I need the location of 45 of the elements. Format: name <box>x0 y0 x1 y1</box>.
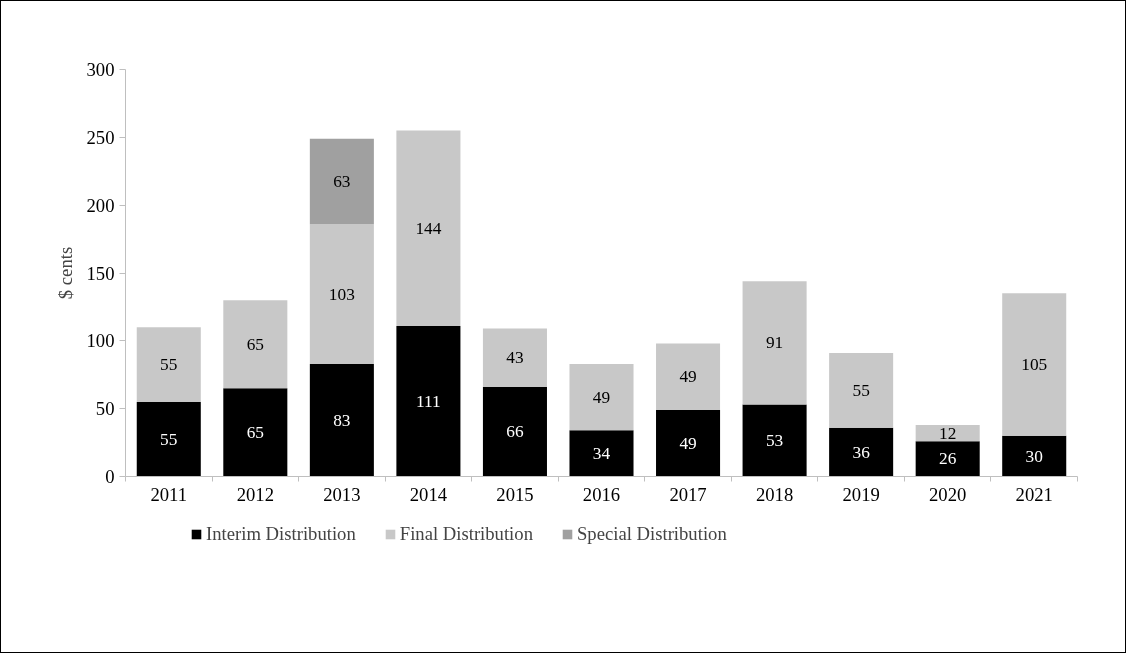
x-tick-label: 2018 <box>755 483 794 505</box>
y-tick-label: 100 <box>86 330 115 352</box>
legend-label: Final Distribution <box>399 523 533 545</box>
data-label: 65 <box>246 422 264 442</box>
data-label: 55 <box>160 355 178 375</box>
x-tick-label: 2014 <box>409 483 448 505</box>
data-label: 30 <box>1025 446 1043 466</box>
data-label: 49 <box>679 433 697 453</box>
data-label: 144 <box>415 218 442 238</box>
y-axis-title: $ cents <box>54 246 76 300</box>
data-label: 34 <box>592 443 611 463</box>
data-label: 55 <box>852 380 870 400</box>
x-tick-label: 2019 <box>842 483 880 505</box>
y-tick-label: 150 <box>86 262 115 284</box>
data-label: 36 <box>852 442 871 462</box>
data-label: 91 <box>765 333 784 353</box>
y-tick-label: 250 <box>86 126 115 148</box>
x-tick-label: 2017 <box>669 483 707 505</box>
y-tick-label: 200 <box>86 194 115 216</box>
data-label: 43 <box>506 348 524 368</box>
data-label: 105 <box>1021 355 1048 375</box>
x-tick-label: 2021 <box>1015 483 1053 505</box>
data-label: 83 <box>333 410 351 430</box>
data-label: 103 <box>328 284 355 304</box>
x-tick-label: 2016 <box>582 483 621 505</box>
data-label: 12 <box>939 423 957 443</box>
legend-label: Interim Distribution <box>206 523 356 545</box>
data-label: 53 <box>765 431 784 451</box>
data-label: 49 <box>679 367 697 387</box>
legend-label: Special Distribution <box>576 523 727 545</box>
x-tick-label: 2020 <box>929 483 967 505</box>
data-label: 66 <box>506 422 524 442</box>
y-tick-label: 0 <box>105 466 115 487</box>
x-tick-label: 2013 <box>323 483 361 505</box>
data-label: 65 <box>246 334 264 354</box>
x-tick-label: 2015 <box>496 483 534 505</box>
data-label: 63 <box>333 171 351 191</box>
data-label: 49 <box>592 387 611 407</box>
x-tick-label: 2011 <box>150 483 188 505</box>
data-label: 26 <box>939 449 957 469</box>
y-tick-label: 50 <box>95 398 115 420</box>
data-label: 111 <box>416 391 441 411</box>
x-tick-label: 2012 <box>236 483 274 505</box>
data-label: 55 <box>160 429 178 449</box>
y-tick-label: 300 <box>86 59 115 80</box>
